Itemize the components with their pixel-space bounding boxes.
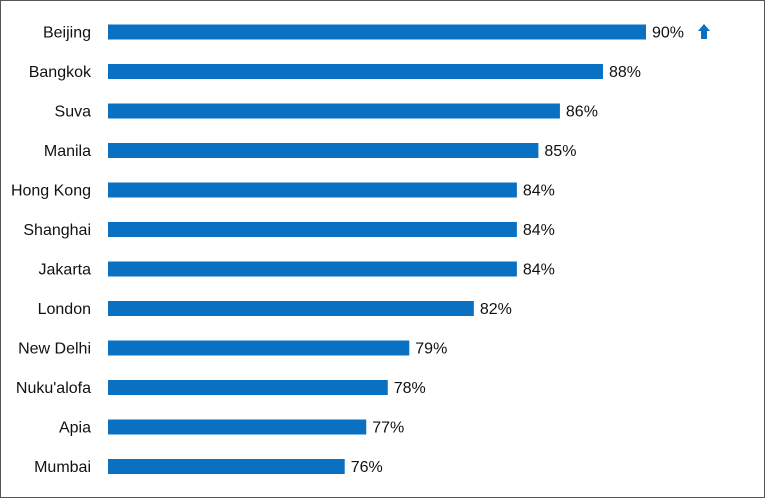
value-label: 76% <box>351 459 383 476</box>
bar <box>108 301 474 316</box>
bar <box>108 182 517 198</box>
up-arrow-icon <box>698 24 710 39</box>
category-label: London <box>38 301 91 318</box>
bar <box>108 64 603 79</box>
bar <box>108 222 517 237</box>
bar <box>108 143 539 158</box>
value-label: 84% <box>523 222 555 239</box>
category-label: Shanghai <box>23 222 91 239</box>
category-label: Nuku'alofa <box>16 380 91 397</box>
value-label: 88% <box>609 64 641 81</box>
value-label: 85% <box>544 143 576 160</box>
bar <box>108 24 646 40</box>
category-label: Apia <box>59 420 91 437</box>
value-label: 90% <box>652 25 684 42</box>
bar <box>108 261 517 277</box>
category-label: Hong Kong <box>11 183 91 200</box>
category-label: New Delhi <box>18 341 91 358</box>
value-label: 82% <box>480 301 512 318</box>
bar <box>108 340 410 356</box>
value-label: 78% <box>394 380 426 397</box>
category-label: Suva <box>55 104 92 121</box>
value-label: 77% <box>372 420 404 437</box>
category-label: Jakarta <box>39 262 92 279</box>
value-label: 84% <box>523 262 555 279</box>
category-label: Manila <box>44 143 91 160</box>
value-label: 86% <box>566 104 598 121</box>
value-label: 84% <box>523 183 555 200</box>
bar <box>108 419 367 435</box>
category-label: Bangkok <box>29 64 92 81</box>
category-label: Mumbai <box>34 459 91 476</box>
category-label: Beijing <box>43 25 91 42</box>
bar <box>108 380 388 395</box>
value-label: 79% <box>415 341 447 358</box>
bar <box>108 459 345 474</box>
bar <box>108 103 560 119</box>
